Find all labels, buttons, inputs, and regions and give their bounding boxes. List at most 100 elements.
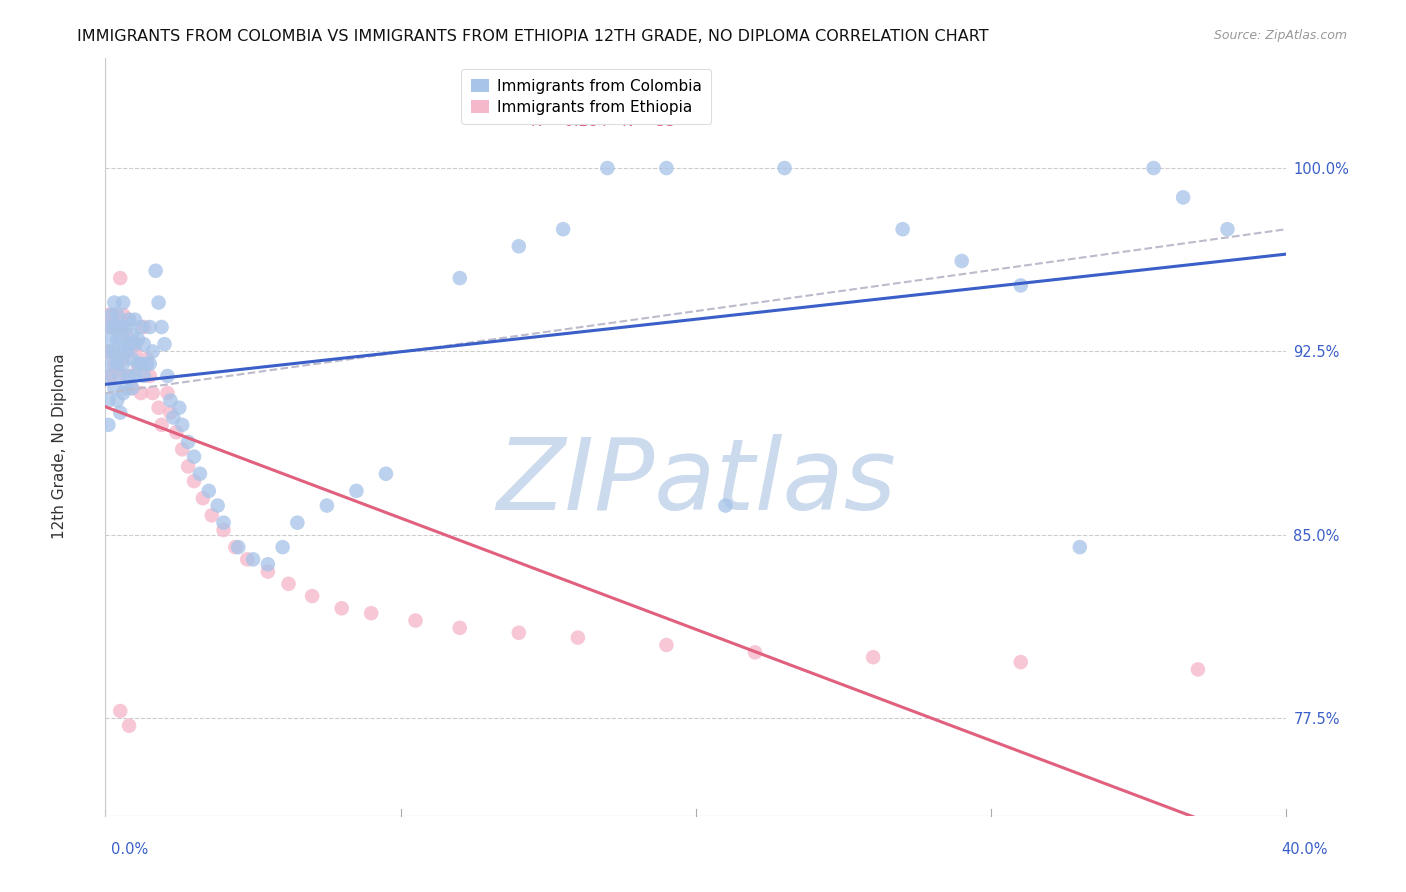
Point xyxy=(207,499,229,513)
Point xyxy=(132,337,155,351)
Point xyxy=(172,417,194,432)
Point xyxy=(145,264,167,278)
Point xyxy=(277,577,299,591)
Point xyxy=(129,386,152,401)
Point xyxy=(124,337,146,351)
Point xyxy=(1069,540,1091,554)
Point xyxy=(121,381,143,395)
Point xyxy=(97,344,120,359)
Point xyxy=(138,368,162,383)
Point xyxy=(112,332,135,346)
Point xyxy=(1010,655,1032,669)
Point xyxy=(188,467,211,481)
Point xyxy=(346,483,368,498)
Point xyxy=(449,621,471,635)
Point xyxy=(118,719,141,733)
Point xyxy=(132,368,155,383)
Point xyxy=(287,516,309,530)
Point xyxy=(103,308,125,322)
Point xyxy=(153,337,176,351)
Point xyxy=(115,327,138,342)
Point xyxy=(115,344,138,359)
Text: 40.0%: 40.0% xyxy=(1281,842,1329,856)
Point xyxy=(567,631,589,645)
Point xyxy=(105,308,128,322)
Point xyxy=(112,357,135,371)
Point xyxy=(127,361,149,376)
Point xyxy=(124,368,146,383)
Point xyxy=(224,540,246,554)
Point xyxy=(103,295,125,310)
Point xyxy=(135,357,157,371)
Point xyxy=(165,425,187,440)
Point xyxy=(508,239,530,253)
Text: 0.0%: 0.0% xyxy=(111,842,148,856)
Point xyxy=(124,312,146,326)
Point xyxy=(172,442,194,457)
Point xyxy=(97,320,120,334)
Point xyxy=(115,368,138,383)
Point xyxy=(773,161,796,175)
Point xyxy=(508,625,530,640)
Point xyxy=(162,410,184,425)
Point xyxy=(201,508,224,523)
Legend: Immigrants from Colombia, Immigrants from Ethiopia: Immigrants from Colombia, Immigrants fro… xyxy=(461,70,710,124)
Point xyxy=(103,320,125,334)
Point xyxy=(124,344,146,359)
Point xyxy=(1171,190,1194,204)
Point xyxy=(105,361,128,376)
Point xyxy=(112,386,135,401)
Point xyxy=(257,558,280,572)
Point xyxy=(115,320,138,334)
Point xyxy=(1216,222,1239,236)
Point xyxy=(159,393,181,408)
Point xyxy=(118,312,141,326)
Point xyxy=(129,357,152,371)
Point xyxy=(242,552,264,566)
Text: R = 0.284   N = 53: R = 0.284 N = 53 xyxy=(530,114,675,129)
Point xyxy=(177,459,200,474)
Point xyxy=(449,271,471,285)
Point xyxy=(100,332,122,346)
Point xyxy=(105,393,128,408)
Point xyxy=(228,540,250,554)
Point xyxy=(110,344,132,359)
Point xyxy=(148,295,170,310)
Point xyxy=(405,614,427,628)
Point xyxy=(150,417,173,432)
Point xyxy=(374,467,398,481)
Point xyxy=(315,499,337,513)
Point xyxy=(115,381,138,395)
Point xyxy=(301,589,323,603)
Point xyxy=(744,645,766,659)
Point xyxy=(97,393,120,408)
Point xyxy=(1187,662,1209,676)
Text: R = 0.244   N = 83: R = 0.244 N = 83 xyxy=(530,82,675,97)
Point xyxy=(1010,278,1032,293)
Point xyxy=(112,295,135,310)
Point xyxy=(551,222,574,236)
Point xyxy=(197,483,219,498)
Point xyxy=(121,381,143,395)
Point xyxy=(97,368,120,383)
Point xyxy=(714,499,737,513)
Point xyxy=(330,601,353,615)
Point xyxy=(105,320,128,334)
Point xyxy=(127,332,149,346)
Point xyxy=(121,327,143,342)
Point xyxy=(118,368,141,383)
Point xyxy=(110,320,132,334)
Point xyxy=(97,417,120,432)
Point xyxy=(103,381,125,395)
Point xyxy=(100,320,122,334)
Point xyxy=(257,565,280,579)
Point xyxy=(135,351,157,366)
Point xyxy=(138,357,162,371)
Point xyxy=(212,523,235,537)
Point xyxy=(103,357,125,371)
Point xyxy=(1143,161,1166,175)
Point xyxy=(150,320,173,334)
Point xyxy=(110,320,132,334)
Point xyxy=(360,606,382,620)
Point xyxy=(112,351,135,366)
